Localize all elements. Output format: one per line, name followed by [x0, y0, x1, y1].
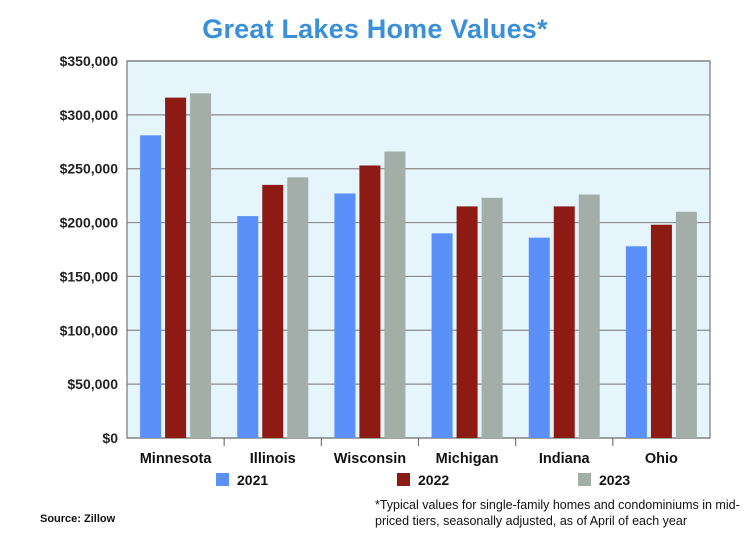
x-category-label: Illinois [250, 451, 296, 467]
x-category-label: Michigan [436, 451, 499, 467]
legend-label-2023: 2023 [599, 472, 630, 488]
y-tick-label: $200,000 [60, 215, 119, 231]
x-category-label: Wisconsin [334, 451, 406, 467]
bar-2022-ohio [650, 224, 672, 438]
bar-2022-illinois [262, 184, 284, 438]
bar-2023-illinois [287, 177, 309, 438]
y-tick-label: $350,000 [60, 53, 119, 69]
chart-title: Great Lakes Home Values* [202, 14, 548, 44]
y-tick-label: $150,000 [60, 268, 119, 284]
y-tick-label: $300,000 [60, 107, 119, 123]
x-category-label: Minnesota [140, 451, 213, 467]
y-tick-label: $100,000 [60, 322, 119, 338]
bar-2021-michigan [431, 233, 453, 438]
bar-2021-wisconsin [334, 193, 356, 438]
x-category-label: Indiana [539, 451, 591, 467]
bar-2023-indiana [578, 194, 600, 438]
bar-2021-ohio [625, 246, 647, 438]
bar-2022-minnesota [165, 97, 187, 438]
source-credit: Source: Zillow [40, 513, 116, 525]
bar-2023-wisconsin [384, 151, 406, 439]
y-tick-label: $50,000 [67, 376, 118, 392]
legend-label-2021: 2021 [237, 472, 268, 488]
legend-swatch-2022 [397, 473, 410, 486]
legend-label-2022: 2022 [418, 472, 449, 488]
chart-footnote: *Typical values for single-family homes … [375, 498, 740, 528]
x-category-label: Ohio [645, 451, 678, 467]
y-tick-label: $0 [102, 430, 118, 446]
bar-2022-michigan [456, 206, 478, 438]
bar-2023-minnesota [190, 93, 212, 439]
y-tick-label: $250,000 [60, 161, 119, 177]
plot-area [127, 61, 710, 438]
bar-2022-wisconsin [359, 165, 381, 439]
legend-swatch-2021 [216, 473, 229, 486]
bar-2022-indiana [553, 206, 575, 438]
bar-2021-indiana [528, 237, 550, 438]
bar-2023-michigan [481, 197, 503, 438]
legend-swatch-2023 [578, 473, 591, 486]
bar-2021-minnesota [140, 135, 162, 438]
bar-2023-ohio [675, 211, 697, 438]
bar-2021-illinois [237, 216, 259, 438]
